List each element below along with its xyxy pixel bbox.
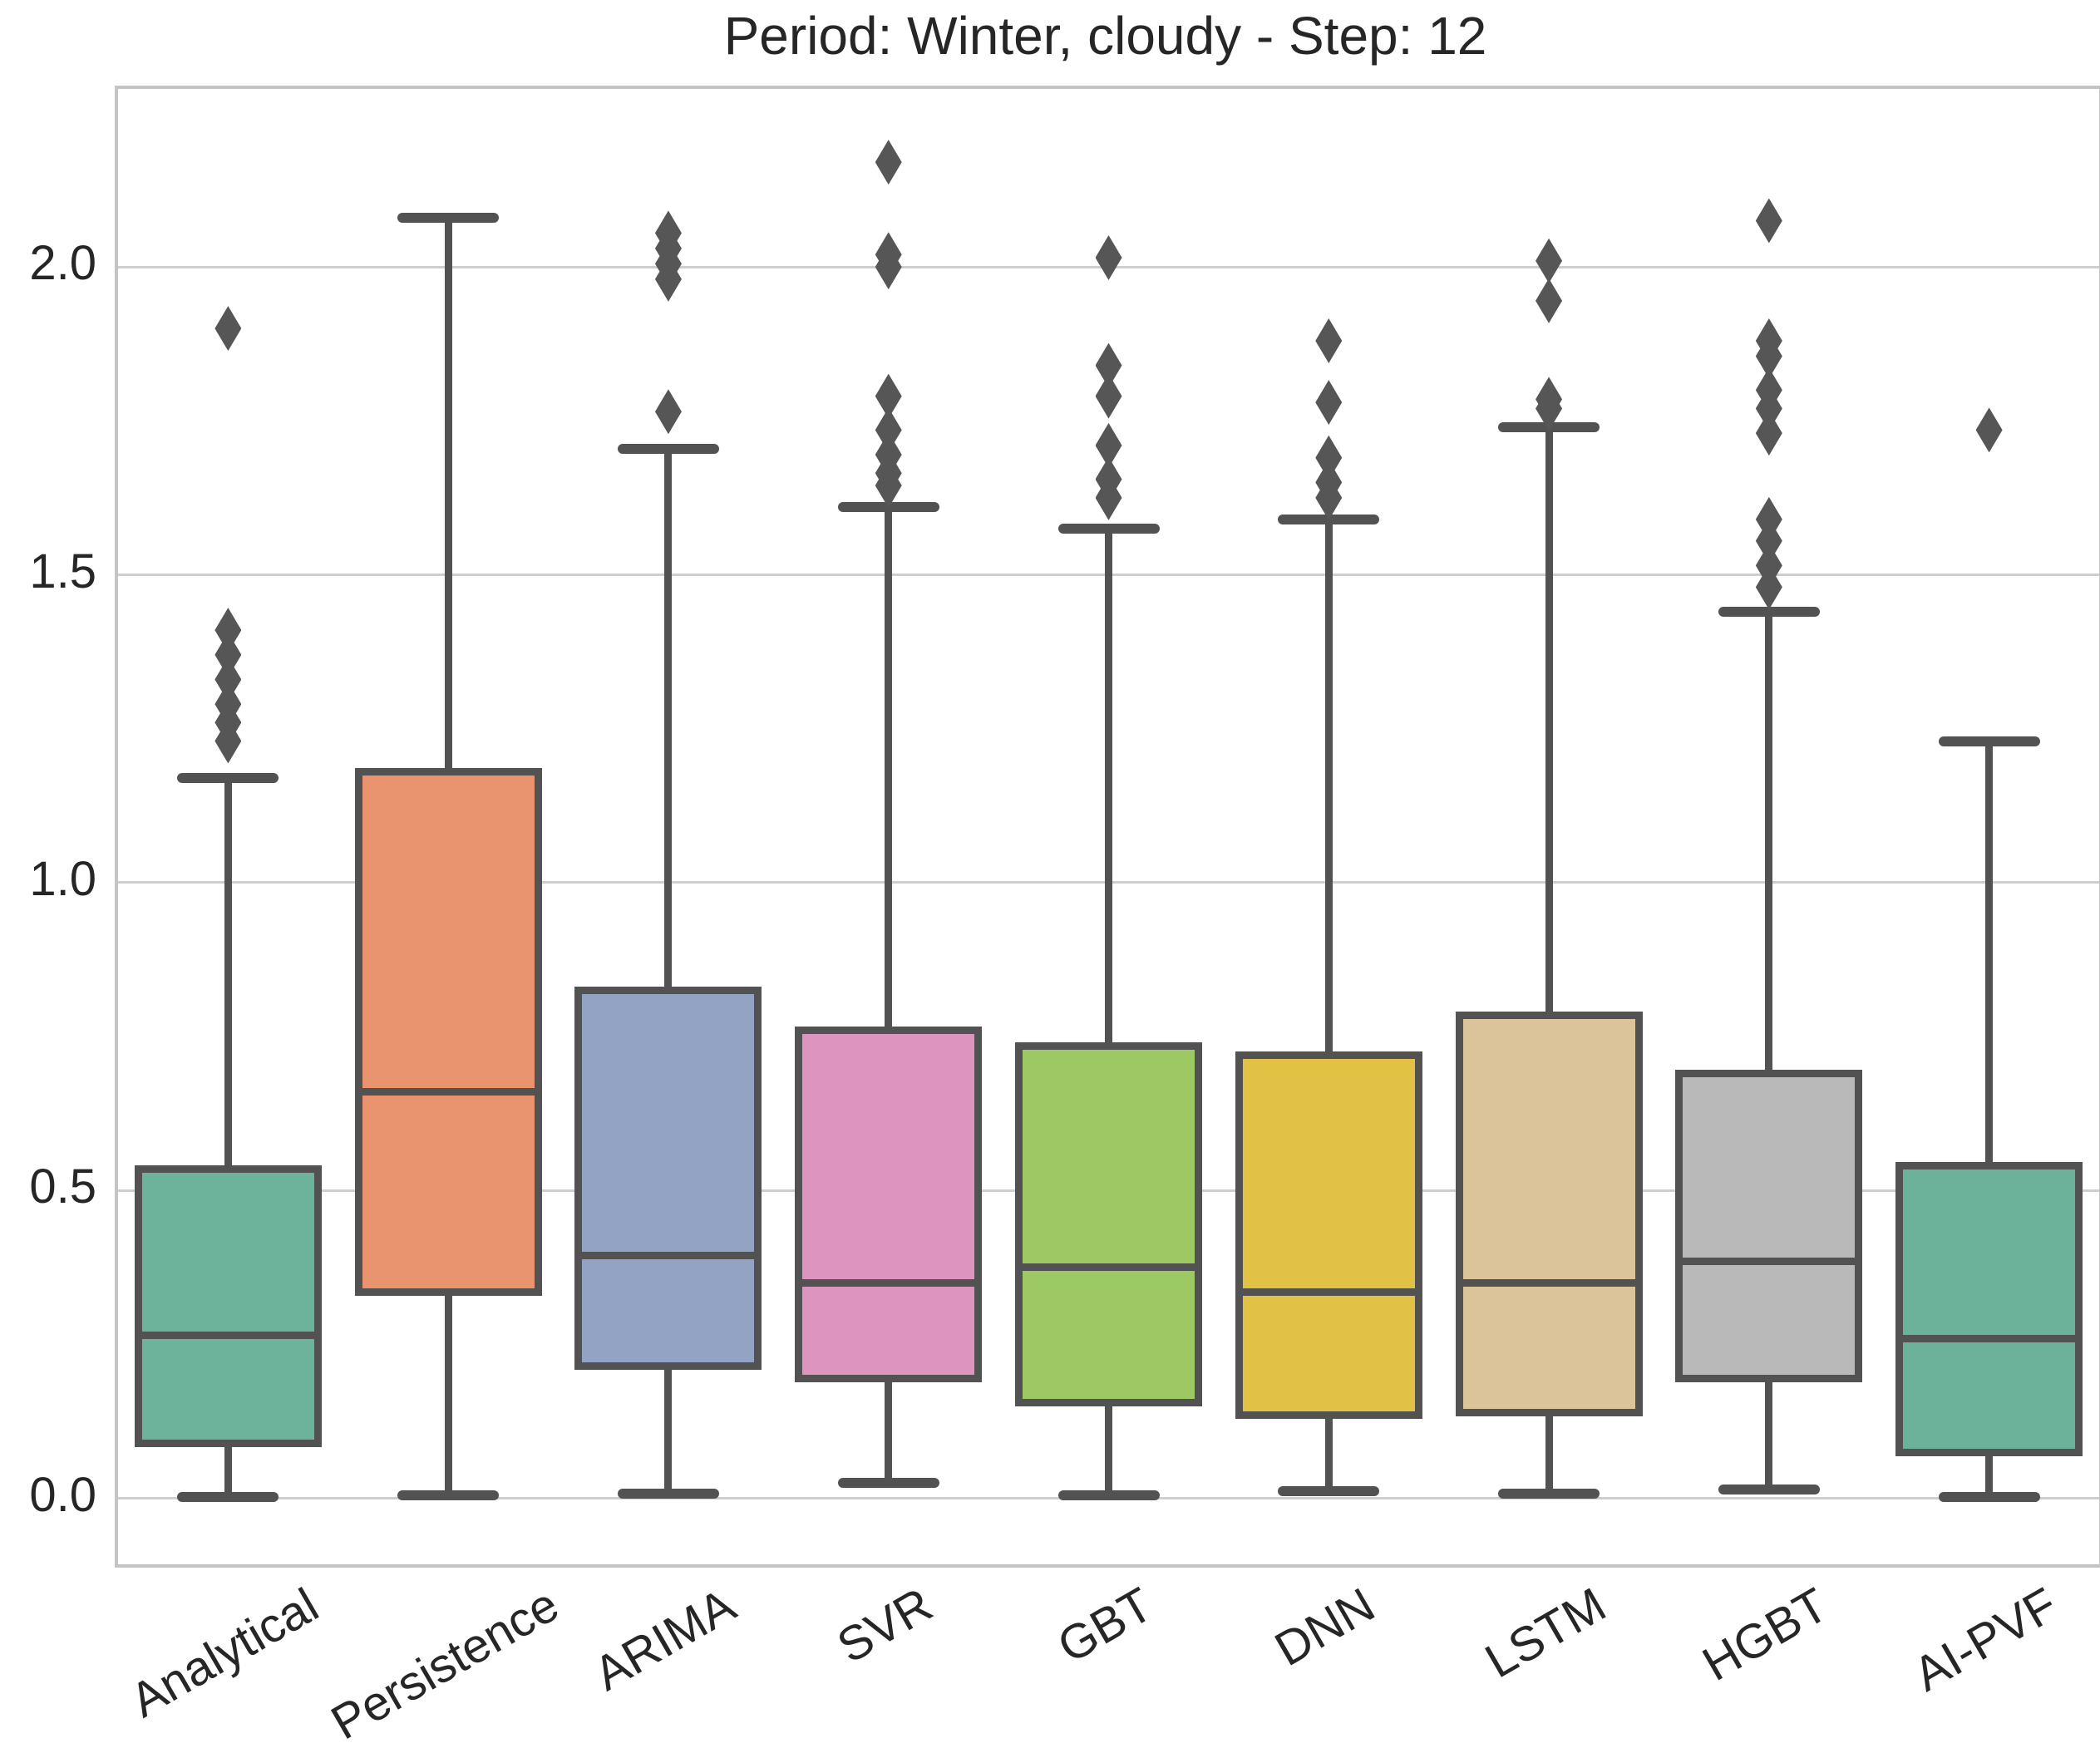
y-tick-label: 1.5 bbox=[29, 544, 96, 598]
outlier-svr bbox=[875, 140, 902, 185]
whisker-upper-gbt bbox=[1105, 528, 1112, 1046]
outlier-arima bbox=[654, 389, 682, 435]
outlier-ai-pvf bbox=[1975, 407, 2003, 453]
median-gbt bbox=[1023, 1263, 1195, 1272]
whisker-lower-arima bbox=[664, 1366, 673, 1494]
x-tick-label-svr: SVR bbox=[828, 1577, 942, 1674]
whisker-upper-persistence bbox=[444, 217, 452, 772]
box-gbt bbox=[1015, 1041, 1202, 1407]
whisker-lower-ai-pvf bbox=[1985, 1452, 1994, 1497]
x-tick-label-dnn: DNN bbox=[1266, 1578, 1384, 1677]
whisker-lower-persistence bbox=[444, 1292, 452, 1496]
box-persistence bbox=[354, 768, 542, 1297]
median-analytical bbox=[141, 1331, 314, 1339]
x-tick-label-analytical: Analytical bbox=[121, 1577, 328, 1728]
median-svr bbox=[802, 1278, 975, 1287]
box-hgbt bbox=[1675, 1070, 1863, 1382]
y-tick-label: 0.5 bbox=[29, 1160, 96, 1214]
median-hgbt bbox=[1683, 1258, 1856, 1266]
box-lstm bbox=[1455, 1011, 1643, 1416]
x-tick-label-persistence: Persistence bbox=[322, 1577, 568, 1748]
y-tick-label: 0.0 bbox=[29, 1467, 96, 1522]
median-lstm bbox=[1462, 1278, 1635, 1287]
outlier-lstm bbox=[1536, 238, 1563, 283]
whisker-cap-lower-arima bbox=[617, 1488, 719, 1499]
median-dnn bbox=[1242, 1288, 1415, 1297]
outlier-gbt bbox=[1095, 234, 1122, 280]
box-ai-pvf bbox=[1895, 1162, 2083, 1456]
plot-area bbox=[115, 86, 2100, 1568]
x-tick-label-gbt: GBT bbox=[1048, 1577, 1162, 1674]
whisker-cap-upper-analytical bbox=[177, 772, 279, 783]
whisker-upper-lstm bbox=[1545, 426, 1553, 1016]
whisker-cap-lower-persistence bbox=[397, 1490, 500, 1501]
whisker-cap-lower-analytical bbox=[177, 1491, 279, 1502]
whisker-cap-upper-arima bbox=[617, 443, 719, 454]
whisker-cap-upper-persistence bbox=[397, 212, 500, 223]
outlier-analytical bbox=[214, 608, 242, 653]
outlier-gbt bbox=[1095, 342, 1122, 388]
whisker-upper-hgbt bbox=[1765, 611, 1773, 1074]
outlier-dnn bbox=[1315, 318, 1343, 363]
whisker-cap-lower-ai-pvf bbox=[1938, 1491, 2040, 1502]
outlier-gbt bbox=[1095, 422, 1122, 468]
chart-title: Period: Winter, cloudy - Step: 12 bbox=[723, 6, 1487, 66]
box-dnn bbox=[1235, 1051, 1422, 1420]
whisker-upper-analytical bbox=[224, 777, 232, 1169]
whisker-cap-lower-dnn bbox=[1278, 1485, 1380, 1496]
outlier-dnn bbox=[1315, 435, 1343, 480]
x-tick-label-ai-pvf: AI-PVF bbox=[1905, 1578, 2067, 1702]
whisker-cap-upper-hgbt bbox=[1718, 606, 1820, 617]
box-svr bbox=[795, 1027, 983, 1382]
whisker-lower-lstm bbox=[1545, 1412, 1553, 1494]
whisker-upper-dnn bbox=[1324, 519, 1333, 1056]
whisker-cap-upper-gbt bbox=[1057, 523, 1160, 534]
whisker-cap-upper-ai-pvf bbox=[1938, 736, 2040, 746]
median-arima bbox=[582, 1251, 755, 1259]
y-tick-label: 1.0 bbox=[29, 851, 96, 906]
whisker-cap-lower-svr bbox=[837, 1478, 939, 1489]
whisker-upper-arima bbox=[664, 448, 673, 991]
median-persistence bbox=[362, 1088, 535, 1096]
whisker-cap-lower-gbt bbox=[1057, 1490, 1160, 1501]
x-tick-label-hgbt: HGBT bbox=[1693, 1577, 1837, 1691]
outlier-dnn bbox=[1315, 380, 1343, 426]
x-tick-label-arima: ARIMA bbox=[584, 1578, 745, 1701]
outlier-svr bbox=[875, 373, 902, 419]
whisker-lower-analytical bbox=[224, 1443, 232, 1497]
whisker-lower-hgbt bbox=[1765, 1378, 1773, 1489]
whisker-lower-gbt bbox=[1105, 1402, 1112, 1495]
whisker-lower-dnn bbox=[1324, 1415, 1333, 1491]
median-ai-pvf bbox=[1903, 1334, 2076, 1342]
whisker-cap-lower-hgbt bbox=[1718, 1484, 1820, 1494]
outlier-hgbt bbox=[1755, 198, 1782, 244]
outlier-lstm bbox=[1536, 278, 1563, 323]
whisker-cap-lower-lstm bbox=[1498, 1488, 1600, 1499]
box-arima bbox=[574, 987, 762, 1370]
box-analytical bbox=[134, 1165, 322, 1447]
outlier-analytical bbox=[214, 306, 242, 352]
y-tick-label: 2.0 bbox=[29, 236, 96, 291]
whisker-upper-ai-pvf bbox=[1985, 741, 1994, 1166]
whisker-upper-svr bbox=[885, 507, 893, 1031]
x-tick-label-lstm: LSTM bbox=[1476, 1578, 1614, 1689]
whisker-lower-svr bbox=[885, 1378, 893, 1484]
